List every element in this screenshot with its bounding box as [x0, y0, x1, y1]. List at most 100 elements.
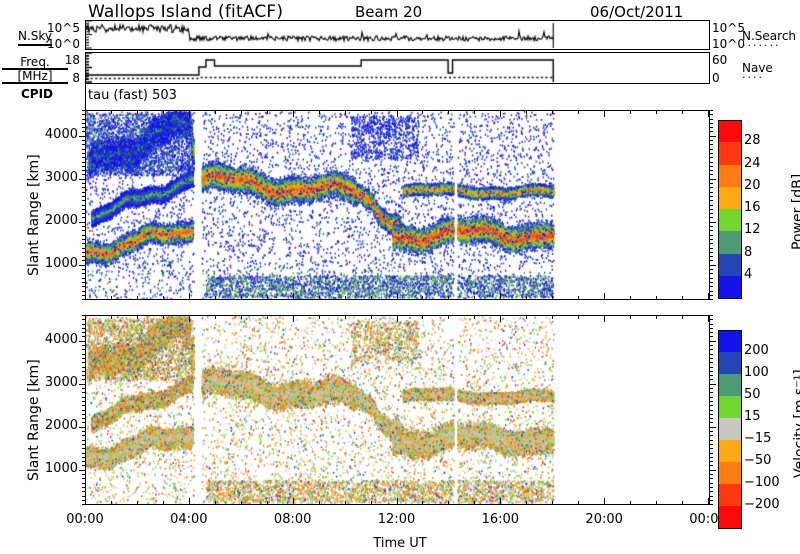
time-axis-tick: 16:00	[481, 512, 520, 527]
velocity-minor-tick	[79, 469, 85, 471]
colorbar-tick: 20	[744, 177, 761, 193]
time-axis-tick-mark	[266, 110, 268, 114]
nsky-label-text: N.Sky	[17, 29, 53, 46]
power-minor-tick	[82, 281, 85, 283]
velocity-minor-tick	[82, 392, 85, 394]
power-minor-tick	[82, 152, 85, 154]
power-minor-tick	[710, 238, 713, 240]
power-minor-tick	[82, 148, 85, 150]
time-axis-tick-mark	[630, 296, 632, 300]
time-axis-tick-mark	[552, 501, 554, 505]
velocity-minor-tick	[710, 469, 716, 471]
velocity-minor-tick	[82, 370, 85, 372]
nsearch-label: N.Search ·······	[742, 29, 800, 51]
velocity-minor-tick	[82, 448, 85, 450]
power-ytick: 2000	[44, 212, 78, 228]
time-axis-tick: 12:00	[377, 512, 416, 527]
time-axis-tick-mark	[552, 315, 554, 319]
velocity-minor-tick	[710, 418, 713, 420]
colorbar-tick: −200	[744, 497, 780, 512]
time-axis-tick-mark	[344, 110, 346, 114]
velocity-minor-tick	[710, 405, 713, 407]
power-minor-tick	[82, 140, 85, 142]
time-axis-tick-mark	[708, 110, 709, 117]
noise-panel	[85, 20, 710, 50]
velocity-minor-tick	[710, 456, 713, 458]
time-axis-tick-mark	[188, 110, 190, 117]
power-minor-tick	[82, 114, 85, 116]
power-minor-tick	[710, 277, 713, 279]
time-axis-tick-mark	[318, 296, 320, 300]
velocity-minor-tick	[710, 375, 713, 377]
power-rti-panel	[85, 110, 710, 300]
velocity-minor-tick	[710, 499, 713, 501]
power-minor-tick	[82, 127, 85, 129]
time-axis-tick-mark	[578, 296, 580, 300]
nsky-label: N.Sky	[4, 29, 66, 46]
power-minor-tick	[82, 226, 85, 228]
time-axis-tick-mark	[318, 501, 320, 505]
velocity-minor-tick	[82, 413, 85, 415]
date-label: 06/Oct/2011	[590, 3, 684, 21]
time-axis-label: Time UT	[373, 536, 427, 551]
power-minor-tick	[82, 165, 85, 167]
colorbar-tick: 24	[744, 155, 761, 171]
power-minor-tick	[82, 290, 85, 292]
time-axis-tick-mark	[162, 315, 164, 319]
velocity-minor-tick	[82, 319, 85, 321]
time-axis-tick: 20:00	[585, 512, 623, 527]
time-axis-tick-mark	[396, 498, 398, 505]
velocity-minor-tick	[710, 370, 713, 372]
power-minor-tick	[710, 230, 713, 232]
colorbar-band	[718, 209, 742, 232]
power-minor-tick	[710, 110, 713, 111]
frequency-trace-canvas	[86, 53, 709, 83]
power-minor-tick	[79, 135, 85, 137]
time-axis-tick-mark	[708, 498, 709, 505]
velocity-minor-tick	[82, 499, 85, 501]
velocity-minor-tick	[710, 431, 713, 433]
velocity-minor-tick	[82, 315, 85, 316]
velocity-minor-tick	[710, 388, 713, 390]
time-axis-tick-mark	[396, 315, 398, 322]
time-axis-tick-mark	[682, 296, 684, 300]
velocity-minor-tick	[710, 461, 713, 463]
nsky-max-tick: 10^5	[47, 21, 80, 35]
velocity-minor-tick	[710, 396, 713, 398]
time-axis-tick-mark	[656, 110, 658, 114]
velocity-minor-tick	[710, 413, 713, 415]
velocity-minor-tick	[710, 448, 713, 450]
time-axis-tick-mark	[422, 110, 424, 114]
velocity-rti-panel	[85, 315, 710, 505]
power-minor-tick	[82, 191, 85, 193]
velocity-minor-tick	[710, 482, 713, 484]
freq-label-line1: Freq.	[2, 56, 68, 70]
power-minor-tick	[710, 286, 713, 288]
velocity-minor-tick	[82, 353, 85, 355]
time-axis-tick-mark	[656, 501, 658, 505]
power-minor-tick	[82, 213, 85, 215]
power-minor-tick	[82, 122, 85, 124]
power-minor-tick	[82, 174, 85, 176]
power-minor-tick	[710, 243, 713, 245]
time-axis-tick-mark	[448, 315, 450, 319]
power-minor-tick	[82, 230, 85, 232]
power-minor-tick	[82, 200, 85, 202]
power-minor-tick	[710, 256, 713, 258]
colorbar-band	[718, 374, 742, 396]
time-axis-tick-mark	[370, 110, 372, 114]
power-minor-tick	[710, 264, 716, 266]
velocity-minor-tick	[82, 418, 85, 420]
colorbar-tick: 4	[744, 266, 753, 282]
time-axis-tick-mark	[656, 296, 658, 300]
time-axis-tick-mark	[85, 110, 86, 117]
time-axis-tick-mark	[344, 315, 346, 319]
nsearch-label-text: N.Search	[742, 29, 797, 43]
power-minor-tick	[82, 256, 85, 258]
time-axis-tick-mark	[292, 293, 294, 300]
velocity-minor-tick	[82, 345, 85, 347]
velocity-minor-tick	[710, 495, 713, 497]
velocity-minor-tick	[82, 366, 85, 368]
time-axis-tick-mark	[474, 501, 476, 505]
time-axis-tick-mark	[240, 501, 242, 505]
